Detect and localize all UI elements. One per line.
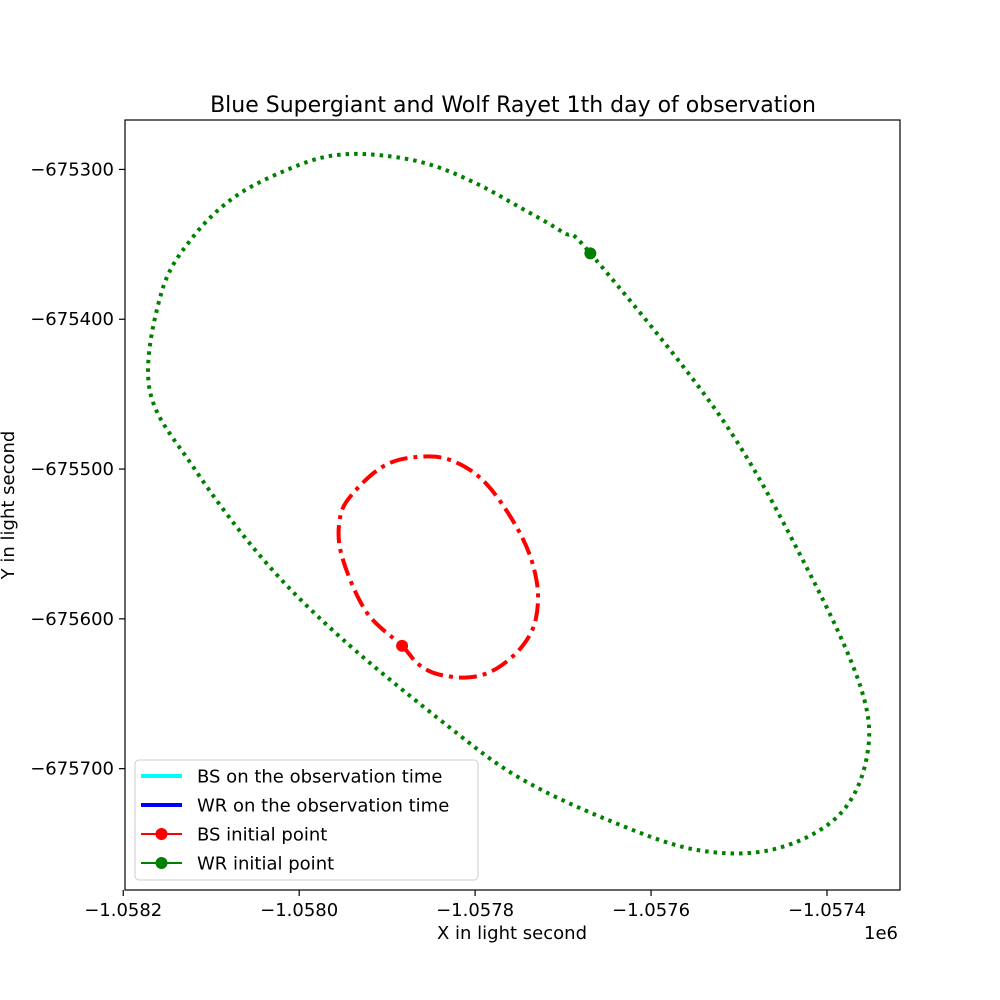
- legend: BS on the observation time WR on the obse…: [134, 759, 479, 881]
- y-tick-label: −675700: [30, 759, 114, 780]
- x-offset-label: 1e6: [864, 923, 898, 944]
- bs-initial-point-marker: [396, 639, 409, 652]
- legend-label: WR on the observation time: [197, 796, 449, 817]
- x-tick-label: −1.0578: [436, 900, 514, 921]
- x-tick-label: −1.0582: [84, 900, 162, 921]
- series-layer: [146, 151, 872, 856]
- legend-box: [134, 759, 479, 881]
- y-tick-label: −675600: [30, 609, 114, 630]
- bs-orbit-line: [336, 454, 541, 680]
- plot-area: [146, 151, 872, 856]
- x-axis-label: X in light second: [437, 923, 587, 944]
- x-tick-label: −1.0574: [788, 900, 866, 921]
- legend-swatch-marker: [155, 828, 168, 840]
- plot-frame: [124, 119, 901, 891]
- legend-swatch-marker: [155, 857, 168, 869]
- wr-initial-point-marker: [584, 247, 597, 260]
- legend-label: WR initial point: [197, 854, 334, 875]
- wr-orbit-line: [146, 151, 872, 856]
- legend-label: BS initial point: [197, 825, 327, 846]
- y-tick-label: −675300: [30, 159, 114, 180]
- y-axis-label: Y in light second: [0, 431, 19, 581]
- x-tick-label: −1.0580: [260, 900, 338, 921]
- y-tick-label: −675400: [30, 309, 114, 330]
- y-tick-label: −675500: [30, 459, 114, 480]
- x-axis: −1.0582 −1.0580 −1.0578 −1.0576 −1.0574: [84, 890, 866, 921]
- chart-title: Blue Supergiant and Wolf Rayet 1th day o…: [210, 93, 816, 118]
- y-axis: −675300 −675400 −675500 −675600 −675700: [30, 159, 125, 780]
- legend-label: BS on the observation time: [197, 767, 442, 788]
- x-tick-label: −1.0576: [612, 900, 690, 921]
